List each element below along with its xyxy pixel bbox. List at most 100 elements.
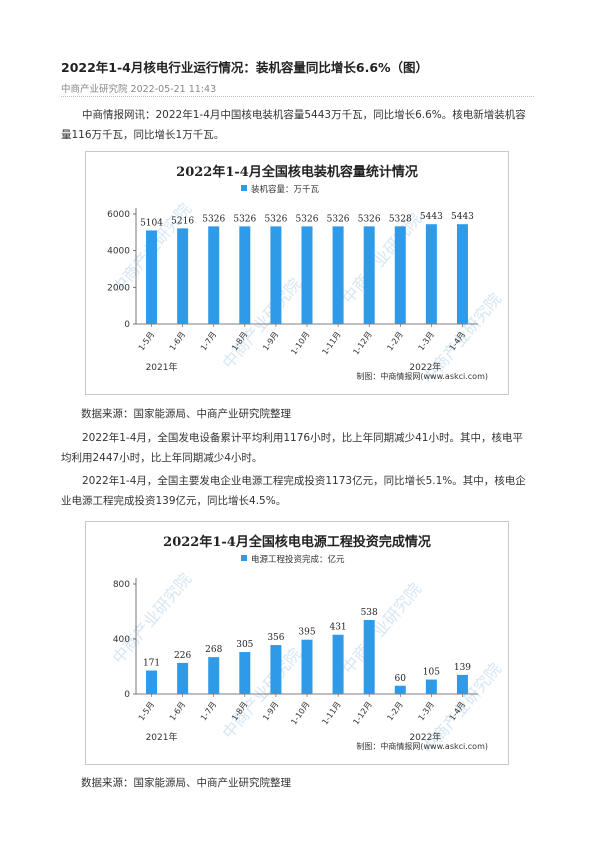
x-tick-label: 1-7月 [199, 700, 218, 722]
bar [239, 652, 251, 694]
bar [270, 645, 282, 694]
chart-1-svg: 中商产业研究院中商产业研究院中商产业研究院中商产业研究院2022年1-4月全国核… [107, 164, 505, 387]
paragraph-1: 中商情报网讯：2022年1-4月中国核电装机容量5443万千瓦，同比增长6.6%… [61, 105, 536, 145]
data-label: 5326 [296, 214, 319, 224]
bar [177, 662, 189, 694]
data-label: 139 [454, 663, 471, 673]
article-meta: 中商产业研究院 2022-05-21 11:43 [61, 84, 217, 95]
group-label: 2021年 [146, 731, 178, 743]
y-tick-label: 2000 [107, 283, 130, 293]
data-label: 5326 [358, 214, 381, 224]
data-label: 226 [174, 651, 191, 661]
bar [456, 224, 468, 324]
y-tick-label: 6000 [107, 210, 130, 220]
data-label: 5326 [327, 214, 350, 224]
data-label: 5326 [202, 214, 225, 224]
x-tick-label: 1-7月 [199, 330, 218, 352]
y-tick-label: 0 [124, 320, 130, 330]
data-label: 5328 [389, 214, 412, 224]
group-label: 2022年 [409, 731, 441, 743]
paragraph-3: 2022年1-4月，全国主要发电企业电源工程完成投资1173亿元，同比增长5.1… [61, 471, 536, 511]
paragraph-2-line-1: 2022年1-4月，全国发电设备累计平均利用1176小时，比上年同期减少41小时… [82, 432, 523, 444]
chart-title: 2022年1-4月全国核电装机容量统计情况 [176, 164, 418, 180]
data-label: 431 [329, 623, 346, 633]
source-note-2: 数据来源：国家能源局、中商产业研究院整理 [81, 777, 291, 789]
data-label: 305 [236, 640, 253, 650]
bar [208, 657, 220, 694]
bar [394, 226, 406, 324]
source-note-1: 数据来源：国家能源局、中商产业研究院整理 [81, 408, 291, 420]
data-label: 395 [298, 628, 315, 638]
y-tick-label: 0 [124, 690, 130, 700]
paragraph-2-line-2: 均利用2447小时，比上年同期减少4小时。 [61, 452, 263, 464]
bar [146, 670, 158, 694]
x-tick-label: 1-2月 [385, 700, 404, 722]
group-label: 2021年 [146, 361, 178, 373]
x-tick-label: 1-5月 [137, 700, 156, 722]
paragraph-3-line-2: 业电源工程完成投资139亿元，同比增长4.5%。 [61, 495, 287, 507]
x-tick-label: 1-12月 [351, 700, 373, 727]
paragraph-2: 2022年1-4月，全国发电设备累计平均利用1176小时，比上年同期减少41小时… [61, 428, 536, 468]
bar [394, 685, 406, 694]
bar [146, 230, 158, 324]
paragraph-1-line-1: 中商情报网讯：2022年1-4月中国核电装机容量5443万千瓦，同比增长6.6%… [82, 109, 526, 121]
chart-credit: 制图：中商情报网(www.askci.com) [356, 371, 488, 381]
legend-swatch [241, 555, 247, 561]
x-tick-label: 1-5月 [137, 330, 156, 352]
data-label: 5443 [420, 212, 443, 222]
data-label: 105 [423, 668, 440, 678]
paragraph-1-line-2: 量116万千瓦，同比增长1万千瓦。 [61, 129, 225, 141]
watermark-text: 中商产业研究院 [339, 209, 426, 307]
bar [456, 674, 468, 694]
bar [332, 226, 344, 324]
data-label: 60 [395, 674, 407, 684]
chart-title: 2022年1-4月全国核电电源工程投资完成情况 [163, 534, 431, 550]
data-label: 5104 [140, 218, 163, 228]
x-tick-label: 1-12月 [351, 330, 373, 357]
x-tick-label: 1-10月 [289, 330, 311, 357]
chart-2-svg: 中商产业研究院中商产业研究院中商产业研究院中商产业研究院2022年1-4月全国核… [109, 534, 506, 757]
legend-label: 电源工程投资完成：亿元 [251, 554, 345, 565]
bar [332, 634, 344, 694]
x-tick-label: 1-3月 [417, 330, 436, 352]
x-tick-label: 1-6月 [168, 700, 187, 722]
legend-label: 装机容量：万千瓦 [251, 184, 320, 195]
article-title: 2022年1-4月核电行业运行情况：装机容量同比增长6.6%（图） [61, 60, 429, 75]
x-tick-label: 1-10月 [289, 700, 311, 727]
data-label: 538 [361, 608, 378, 618]
bar [177, 228, 189, 324]
data-label: 5216 [171, 216, 194, 226]
watermark-text: 中商产业研究院 [219, 644, 306, 742]
bar [301, 226, 313, 324]
bar [270, 226, 282, 324]
data-label: 268 [205, 645, 222, 655]
y-tick-label: 800 [113, 580, 130, 590]
x-tick-label: 1-2月 [385, 330, 404, 352]
bar [208, 226, 220, 324]
bar [239, 226, 251, 324]
divider [61, 96, 534, 97]
data-label: 5326 [264, 214, 287, 224]
chart-2: 中商产业研究院 中商产业研究院 中商产业研究院 中商产业研究院 2022年1-4月全国核… [85, 521, 509, 765]
x-tick-label: 1-11月 [320, 700, 342, 727]
x-tick-label: 1-3月 [417, 700, 436, 722]
bar [363, 226, 375, 324]
y-tick-label: 4000 [107, 247, 130, 257]
watermark-text: 中商产业研究院 [339, 579, 426, 677]
x-tick-label: 1-11月 [320, 330, 342, 357]
bar [301, 639, 313, 694]
x-tick-label: 1-6月 [168, 330, 187, 352]
data-label: 5326 [233, 214, 256, 224]
chart-credit: 制图：中商情报网(www.askci.com) [356, 741, 488, 751]
data-label: 356 [267, 633, 284, 643]
bar [363, 620, 375, 694]
chart-1: 中商产业研究院中商产业研究院中商产业研究院中商产业研究院2022年1-4月全国核… [85, 151, 509, 395]
bar [425, 224, 437, 324]
data-label: 171 [143, 658, 160, 668]
data-label: 5443 [451, 212, 474, 222]
legend-swatch [241, 185, 247, 191]
paragraph-3-line-1: 2022年1-4月，全国主要发电企业电源工程完成投资1173亿元，同比增长5.1… [82, 475, 526, 487]
watermark-text: 中商产业研究院 [219, 274, 306, 372]
bar [425, 679, 437, 694]
